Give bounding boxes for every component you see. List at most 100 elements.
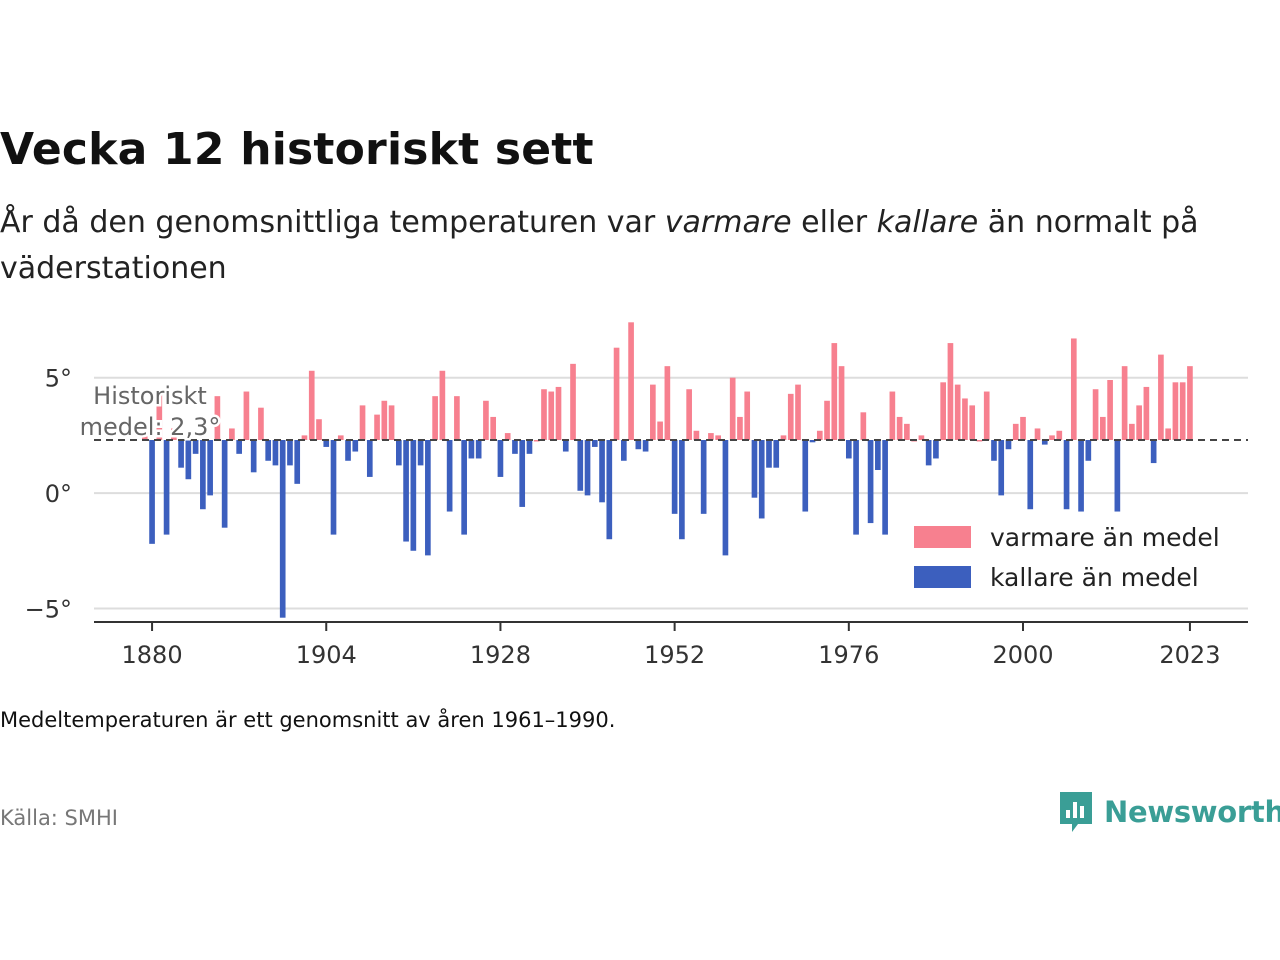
bar [729,377,736,440]
bar [671,440,678,514]
bar [410,440,417,551]
bar [446,440,453,512]
bar [1005,440,1012,450]
bar [1085,440,1092,461]
bar [882,440,888,535]
bar [1165,428,1171,440]
bar [1121,366,1128,440]
legend: varmare än medel kallare än medel [904,512,1230,602]
bar [533,440,540,442]
bar [715,435,722,440]
bar [1056,430,1063,440]
bar [766,440,772,468]
bar [497,440,504,477]
bar [1143,386,1150,440]
bar [468,440,475,459]
bar [635,440,642,450]
bar [425,440,431,556]
mean-label-line-1: Historiskt [93,382,207,410]
bar [700,440,707,514]
bar [1100,416,1106,440]
bar [490,416,497,440]
x-tick-label: 2000 [992,641,1053,669]
bar [824,400,830,440]
legend-swatch-warm [914,526,971,548]
bar [214,396,221,440]
bar [722,440,729,556]
bar [1027,440,1034,510]
legend-label-cold: kallare än medel [990,563,1199,592]
axes: −5° 0° 5° 1880 1904 1928 1952 1976 2000 2023 [25,365,1248,669]
bar [918,435,925,440]
bar [1150,440,1157,464]
bar [512,440,518,454]
bar [171,428,177,440]
bar [229,428,235,440]
bar [1107,380,1113,440]
bar [287,440,293,466]
bar [584,440,591,496]
newsworthy-logo-icon [1060,792,1092,832]
bar [439,370,446,440]
bar [962,398,968,440]
bar [388,405,395,440]
subtitle-text-3: än normalt på väderstationen [0,205,1199,286]
x-tick-label: 1880 [122,641,183,669]
bar [875,440,881,470]
bar [954,384,961,440]
y-tick-label: −5° [25,595,72,623]
bar [141,435,148,440]
bar [200,440,206,510]
bar [483,400,489,440]
bar [1034,428,1041,440]
bar [345,440,351,461]
bar [809,440,816,443]
bar [519,440,526,507]
bar [555,386,562,440]
bar [1020,416,1026,440]
bar [475,440,482,459]
bar [1129,423,1135,440]
bar [1179,382,1186,440]
bar [417,440,424,466]
bar [816,430,823,440]
newsworthy-brand: Newsworthy [1058,790,1280,834]
x-tick-label: 1904 [296,641,357,669]
bar [323,440,330,447]
legend-label-warm: varmare än medel [990,523,1220,552]
bar [947,343,954,440]
bar [845,440,852,459]
bar [330,440,337,535]
bar [838,366,845,440]
bar [787,393,794,440]
bar [650,384,656,440]
mean-label-line-2: medel: 2,3° [80,413,221,441]
bar [940,382,947,440]
bar [526,440,533,454]
bar [802,440,809,512]
bar [1136,405,1142,440]
bar [1078,440,1084,512]
bar [395,440,402,466]
bar [679,440,685,540]
bar [664,366,671,440]
bar [1063,440,1070,510]
bar [250,440,257,473]
bar [1092,389,1099,440]
bar [541,389,547,440]
bar [620,440,627,461]
bar [308,370,315,440]
bar [599,440,605,503]
bar [1041,440,1048,445]
bar [207,440,213,496]
bar [1187,366,1193,440]
bar [831,343,838,440]
bar [933,440,939,459]
bar [163,440,170,535]
bar [708,433,714,440]
subtitle-emphasis-warmer: varmare [664,205,792,240]
bar [628,322,634,440]
bar [272,440,279,466]
y-tick-label: 5° [45,365,72,393]
bar [461,440,467,535]
